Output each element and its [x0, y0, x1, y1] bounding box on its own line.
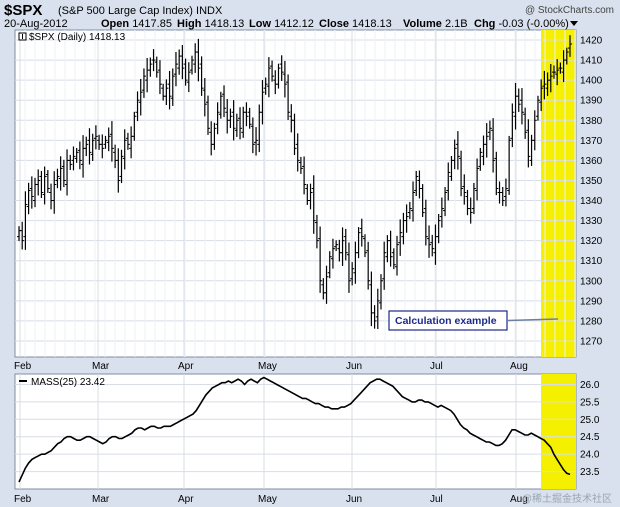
- close-quote: Close 1418.13: [319, 18, 392, 30]
- price-tick-label: 1330: [580, 216, 603, 227]
- date-label: 20-Aug-2012: [4, 18, 68, 30]
- mass-month-label: Apr: [178, 494, 194, 505]
- price-tick-label: 1420: [580, 36, 603, 47]
- price-month-label: Feb: [14, 361, 32, 372]
- mass-panel: [14, 373, 577, 490]
- mass-month-label: Jun: [346, 494, 362, 505]
- low-quote: Low 1412.12: [249, 18, 314, 30]
- price-tick-label: 1350: [580, 176, 603, 187]
- volume-quote: Volume 2.1B: [403, 18, 468, 30]
- exchange-label: INDX: [196, 5, 223, 17]
- open-quote: Open 1417.85: [101, 18, 172, 30]
- price-month-label: May: [258, 361, 277, 372]
- price-month-label: Aug: [510, 361, 528, 372]
- mass-month-label: Aug: [510, 494, 528, 505]
- mass-index-line: [18, 376, 571, 483]
- mass-tick-label: 25.5: [580, 397, 600, 408]
- highlight-mass: [541, 374, 576, 489]
- high-quote: High 1418.13: [177, 18, 245, 30]
- change-value: -0.03 (-0.00%): [498, 18, 569, 30]
- price-tick-label: 1270: [580, 336, 603, 347]
- low-value: 1412.12: [274, 18, 314, 30]
- mass-tick-label: 25.0: [580, 415, 600, 426]
- company-label: (S&P 500 Large Cap Index): [58, 5, 193, 17]
- price-tick-label: 1300: [580, 276, 603, 287]
- mass-tick-label: 26.0: [580, 380, 600, 391]
- dropdown-arrow-icon[interactable]: [570, 21, 578, 26]
- price-tick-label: 1400: [580, 76, 603, 87]
- mass-month-label: May: [258, 494, 277, 505]
- mass-month-label: Feb: [14, 494, 32, 505]
- mass-tick-label: 24.0: [580, 450, 600, 461]
- price-month-label: Apr: [178, 361, 194, 372]
- price-tick-label: 1380: [580, 116, 603, 127]
- close-value: 1418.13: [352, 18, 392, 30]
- open-value: 1417.85: [132, 18, 172, 30]
- annotation-pointer: [506, 318, 559, 322]
- company-name: (S&P 500 Large Cap Index) INDX: [58, 5, 222, 17]
- mass-month-label: Mar: [92, 494, 110, 505]
- highlight-price: [541, 30, 576, 357]
- mass-month-label: Jul: [430, 494, 443, 505]
- price-tick-label: 1360: [580, 156, 603, 167]
- price-tick-label: 1390: [580, 96, 603, 107]
- mass-tick-label: 23.5: [580, 467, 600, 478]
- price-tick-label: 1410: [580, 56, 603, 67]
- price-month-label: Jun: [346, 361, 362, 372]
- stockcharts-watermark[interactable]: @ StockCharts.com: [524, 5, 614, 16]
- price-tick-label: 1370: [580, 136, 603, 147]
- high-value: 1418.13: [204, 18, 245, 30]
- price-tick-label: 1320: [580, 236, 603, 247]
- price-tick-label: 1340: [580, 196, 603, 207]
- price-month-label: Mar: [92, 361, 110, 372]
- price-tick-label: 1290: [580, 296, 603, 307]
- symbol-title: $SPX: [4, 2, 43, 19]
- change-quote: Chg -0.03 (-0.00%): [474, 18, 569, 30]
- volume-value: 2.1B: [444, 18, 468, 30]
- price-tick-label: 1280: [580, 316, 603, 327]
- price-month-label: Jul: [430, 361, 443, 372]
- mass-legend: MASS(25) 23.42: [31, 377, 105, 388]
- price-tick-label: 1310: [580, 256, 603, 267]
- annotation-text: Calculation example: [395, 315, 497, 327]
- mass-tick-label: 24.5: [580, 432, 600, 443]
- bottom-watermark: @稀土掘金技术社区: [521, 494, 612, 505]
- price-legend: $SPX (Daily) 1418.13: [29, 32, 126, 43]
